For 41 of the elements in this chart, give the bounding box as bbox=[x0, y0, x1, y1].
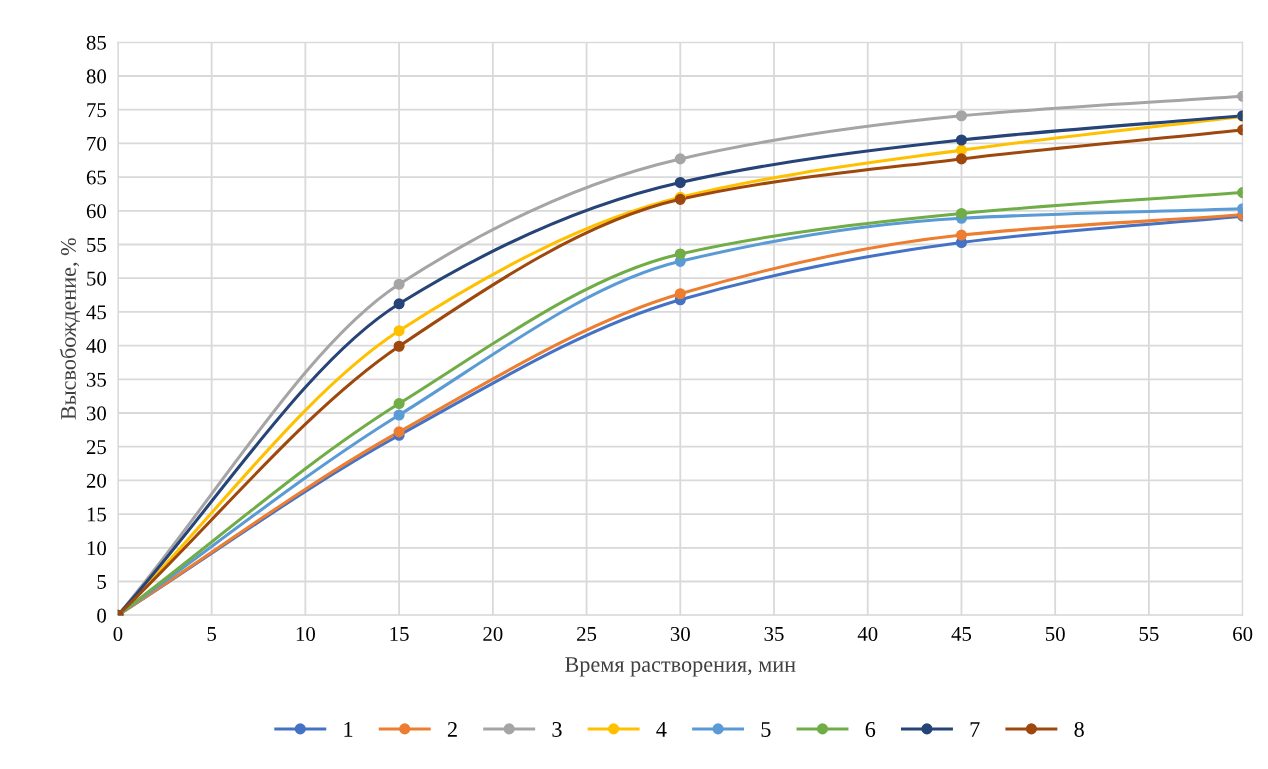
legend-label: 2 bbox=[447, 721, 457, 737]
y-tick-label: 30 bbox=[86, 406, 107, 421]
y-tick-label: 50 bbox=[87, 271, 107, 286]
x-tick-label: 45 bbox=[951, 627, 972, 641]
x-tick-label: 10 bbox=[296, 626, 315, 641]
y-tick-label: 70 bbox=[87, 136, 107, 151]
x-tick-label: 40 bbox=[857, 626, 878, 641]
legend-label: 4 bbox=[656, 722, 667, 737]
x-tick-label: 60 bbox=[1233, 626, 1253, 641]
x-tick-label: 35 bbox=[764, 626, 784, 641]
legend-label: 3 bbox=[552, 721, 562, 737]
x-tick-label: 25 bbox=[577, 626, 597, 641]
y-tick-label: 5 bbox=[97, 575, 106, 589]
y-tick-label: 10 bbox=[87, 541, 107, 556]
legend-label: 6 bbox=[865, 721, 876, 737]
x-axis-title: Время растворения, мин bbox=[565, 657, 796, 677]
y-tick-label: 40 bbox=[86, 338, 107, 354]
y-tick-label: 75 bbox=[87, 103, 106, 118]
y-tick-label: 20 bbox=[86, 473, 107, 488]
x-tick-label: 20 bbox=[483, 626, 503, 641]
x-tick-label: 0 bbox=[113, 626, 123, 641]
x-tick-label: 15 bbox=[390, 627, 409, 641]
y-tick-label: 55 bbox=[87, 238, 106, 252]
y-tick-label: 0 bbox=[97, 608, 107, 623]
x-tick-label: 55 bbox=[1139, 627, 1159, 641]
y-tick-label: 85 bbox=[86, 35, 106, 50]
y-tick-label: 65 bbox=[86, 170, 106, 185]
y-tick-label: 15 bbox=[87, 507, 106, 522]
x-tick-label: 5 bbox=[207, 627, 217, 641]
y-tick-label: 45 bbox=[86, 305, 106, 320]
legend-label: 7 bbox=[970, 722, 980, 737]
legend-label: 5 bbox=[761, 722, 771, 737]
y-tick-label: 60 bbox=[86, 204, 107, 219]
y-tick-label: 80 bbox=[86, 69, 107, 84]
legend-label: 8 bbox=[1074, 721, 1084, 737]
y-tick-label: 35 bbox=[86, 372, 106, 387]
x-tick-label: 30 bbox=[670, 626, 690, 641]
y-axis-title: Высвобождение, % bbox=[59, 238, 80, 420]
legend-label: 1 bbox=[344, 722, 353, 737]
y-tick-label: 25 bbox=[86, 440, 106, 455]
x-tick-label: 50 bbox=[1045, 626, 1065, 641]
